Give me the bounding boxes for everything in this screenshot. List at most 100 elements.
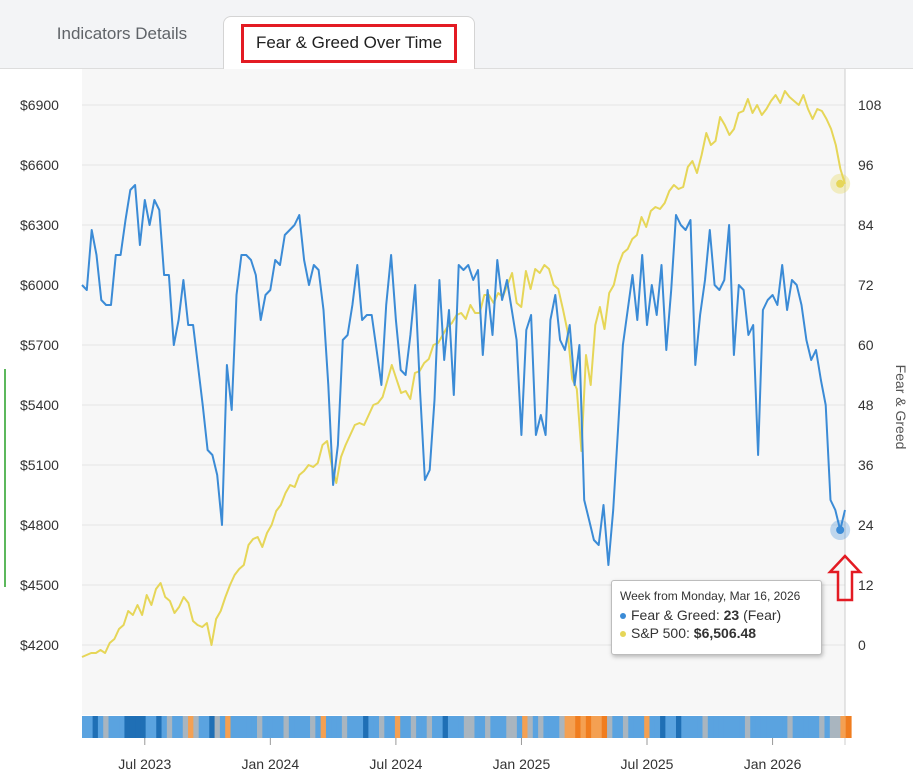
x-axis-tick-label: Jan 2025 (493, 756, 551, 772)
rating-bar-segment (97, 716, 104, 738)
right-axis-tick-label: 0 (858, 637, 866, 653)
left-axis-tick-label: $4200 (20, 637, 59, 653)
rating-bar-segment (103, 716, 110, 738)
rating-bar-segment (670, 716, 677, 738)
right-axis-tick-label: 36 (858, 457, 874, 473)
right-axis-tick-label: 108 (858, 97, 882, 113)
rating-bar-segment (543, 716, 550, 738)
rating-bar-segment (760, 716, 767, 738)
rating-bar-segment (352, 716, 359, 738)
rating-bar-segment (219, 716, 226, 738)
rating-bar-segment (92, 716, 99, 738)
rating-bar-segment (299, 716, 306, 738)
rating-bar-segment (718, 716, 725, 738)
sp500-hover-point (836, 179, 845, 188)
rating-bar-segment (532, 716, 539, 738)
rating-bar-segment (458, 716, 465, 738)
rating-bar-segment (368, 716, 375, 738)
rating-bar-segment (182, 716, 189, 738)
rating-bar-segment (87, 716, 94, 738)
left-axis-tick-label: $4800 (20, 517, 59, 533)
rating-bar-segment (315, 716, 322, 738)
rating-bar-segment (697, 716, 704, 738)
rating-bar-segment (474, 716, 481, 738)
rating-bar-segment (119, 716, 126, 738)
rating-bar-segment (829, 716, 836, 738)
rating-bar-segment (649, 716, 656, 738)
left-axis-tick-label: $5100 (20, 457, 59, 473)
rating-bar-segment (145, 716, 152, 738)
rating-bar-segment (320, 716, 327, 738)
rating-bar-segment (739, 716, 746, 738)
left-axis-tick-label: $6600 (20, 157, 59, 173)
rating-bar-segment (787, 716, 794, 738)
tooltip-fg-label: Fear & Greed: (631, 607, 720, 623)
rating-bar-segment (538, 716, 544, 738)
rating-bar-segment (267, 716, 274, 738)
rating-bar-segment (150, 716, 157, 738)
rating-bar-segment (384, 716, 391, 738)
rating-bar-segment (654, 716, 661, 738)
rating-bar-segment (490, 716, 497, 738)
rating-bar-segment (203, 716, 210, 738)
right-axis-tick-label: 72 (858, 277, 874, 293)
right-axis-tick-label: 12 (858, 577, 874, 593)
rating-bar-segment (113, 716, 120, 738)
x-axis-tick-label: Jul 2023 (118, 756, 171, 772)
rating-bar-segment (432, 716, 438, 738)
rating-bar-segment (405, 716, 412, 738)
fear-greed-series-line (81, 184, 846, 566)
rating-bar-segment (262, 716, 269, 738)
x-axis-tick-label: Jul 2025 (621, 756, 674, 772)
rating-bar-segment (755, 716, 762, 738)
rating-bar-segment (336, 716, 343, 738)
tooltip-sp500-row: S&P 500: $6,506.48 (620, 624, 813, 642)
rating-bar-segment (564, 716, 571, 738)
tooltip-fg-rating: (Fear) (743, 607, 782, 623)
rating-bar-segment (792, 716, 799, 738)
rating-bar-segment (426, 716, 433, 738)
right-axis-tick-label: 24 (858, 517, 874, 533)
rating-bar-segment (835, 716, 841, 738)
chart-tooltip: Week from Monday, Mar 16, 2026 Fear & Gr… (611, 580, 822, 655)
rating-bar-segment (283, 716, 290, 738)
rating-bar-segment (633, 716, 640, 738)
rating-bar-segment (214, 716, 221, 738)
rating-bar-segment (591, 716, 598, 738)
rating-bar-segment (617, 716, 624, 738)
rating-bar-segment (628, 716, 635, 738)
rating-bar-segment (580, 716, 587, 738)
rating-bar-segment (681, 716, 688, 738)
red-arrow-up-icon (827, 554, 863, 602)
x-axis-tick-label: Jan 2024 (242, 756, 300, 772)
tooltip-sp-value: $6,506.48 (693, 625, 757, 641)
rating-bar-segment (156, 716, 163, 738)
chart-area: $4200 $4500 $4800 $5100 $5400 $5700 $6000 $6300… (0, 69, 913, 778)
rating-bar-segment (819, 716, 826, 738)
rating-bar-segment (585, 716, 592, 738)
rating-bar-segment (188, 716, 194, 738)
rating-bar-segment (803, 716, 810, 738)
rating-bar-segment (500, 716, 507, 738)
rating-bar-segment (82, 716, 88, 738)
rating-bar-segment (198, 716, 205, 738)
rating-bar-segment (325, 716, 332, 738)
rating-bar-segment (601, 716, 608, 738)
rating-bar-segment (813, 716, 820, 738)
rating-bar-segment (734, 716, 741, 738)
rating-bar-segment (511, 716, 518, 738)
rating-bar-segment (357, 716, 364, 738)
rating-bar-segment (766, 716, 773, 738)
left-axis-tick-label: $4500 (20, 577, 59, 593)
rating-bar-segment (378, 716, 385, 738)
rating-bar-segment (479, 716, 486, 738)
left-axis-tick-label: $6300 (20, 217, 59, 233)
tooltip-fear-greed-row: Fear & Greed: 23 (Fear) (620, 606, 813, 624)
tab-fear-greed-over-time[interactable]: Fear & Greed Over Time (223, 16, 475, 70)
rating-bar-segment (172, 716, 179, 738)
rating-bar-segment (437, 716, 444, 738)
rating-bar-segment (166, 716, 173, 738)
rating-bar-segment (410, 716, 417, 738)
tab-indicators-details[interactable]: Indicators Details (56, 24, 188, 43)
rating-bar-segment (824, 716, 831, 738)
